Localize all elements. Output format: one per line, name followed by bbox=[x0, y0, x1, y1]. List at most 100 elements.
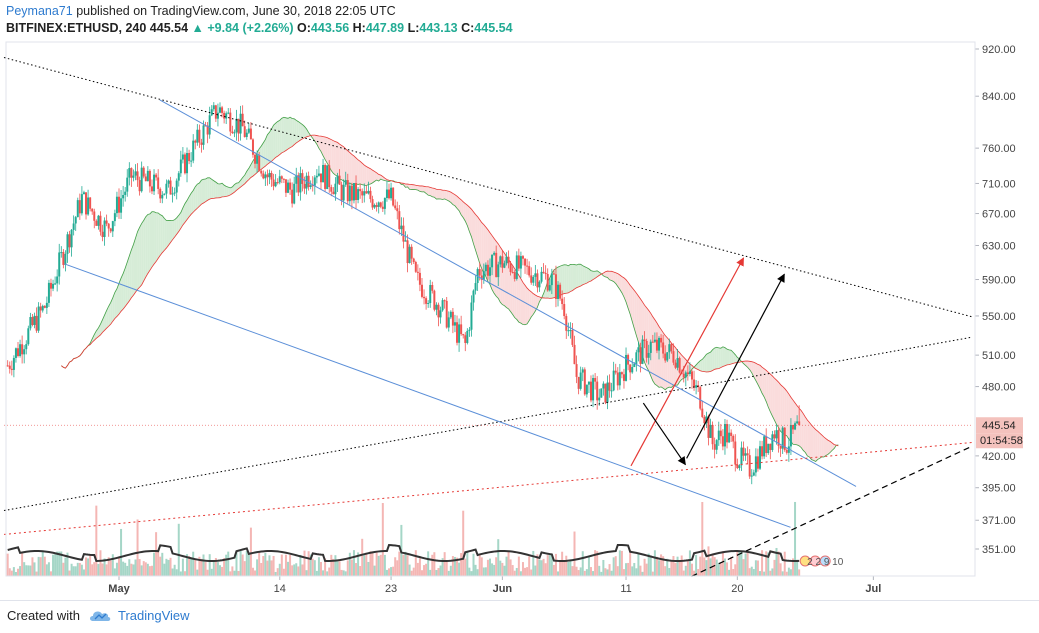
created-with-text: Created with bbox=[7, 608, 80, 623]
candle-body bbox=[83, 192, 85, 194]
candle-body bbox=[569, 330, 571, 331]
candle-body bbox=[382, 207, 384, 209]
candle-body bbox=[458, 324, 460, 342]
author-link[interactable]: Peymana71 bbox=[6, 4, 73, 18]
candle-body bbox=[580, 373, 582, 389]
cloud-segment bbox=[199, 180, 201, 206]
volume-bar bbox=[316, 571, 318, 576]
volume-bar bbox=[485, 567, 487, 576]
volume-bar bbox=[281, 555, 283, 576]
candle-body bbox=[141, 168, 143, 192]
volume-bar bbox=[159, 557, 161, 576]
price-chart[interactable]: 920.00840.00760.00710.00670.00630.00590.… bbox=[0, 40, 1039, 600]
volume-bar bbox=[712, 555, 714, 576]
cloud-segment bbox=[428, 187, 430, 196]
volume-bar bbox=[382, 503, 384, 576]
tradingview-brand-link[interactable]: TradingView bbox=[118, 608, 190, 623]
candle-body bbox=[176, 181, 178, 193]
volume-bar bbox=[182, 559, 184, 576]
volume-bar bbox=[161, 553, 163, 576]
volume-bar bbox=[85, 557, 87, 576]
volume-bar bbox=[557, 571, 559, 576]
candle-body bbox=[407, 240, 409, 263]
candle-body bbox=[489, 267, 491, 276]
volume-bar bbox=[244, 561, 246, 576]
cloud-segment bbox=[290, 117, 292, 147]
cloud-segment bbox=[156, 213, 158, 262]
volume-bar bbox=[322, 570, 324, 576]
candle-body bbox=[7, 365, 9, 366]
volume-bar bbox=[398, 552, 400, 576]
candle-body bbox=[374, 205, 376, 207]
candle-body bbox=[530, 275, 532, 282]
cloud-segment bbox=[708, 352, 710, 372]
candle-body bbox=[516, 255, 518, 279]
candle-body bbox=[172, 193, 174, 194]
volume-bar bbox=[413, 568, 415, 576]
volume-bar bbox=[203, 554, 205, 576]
candle-body bbox=[62, 252, 64, 265]
candle-body bbox=[574, 345, 576, 364]
candle-body bbox=[322, 165, 324, 182]
candle-body bbox=[475, 283, 477, 291]
cloud-segment bbox=[531, 292, 533, 317]
cloud-segment bbox=[286, 118, 288, 151]
volume-bar bbox=[320, 562, 322, 576]
candle-body bbox=[466, 331, 468, 343]
volume-bar bbox=[759, 571, 761, 576]
candle-body bbox=[745, 453, 747, 455]
cloud-segment bbox=[610, 271, 612, 280]
volume-bar bbox=[172, 568, 174, 576]
volume-bar bbox=[734, 564, 736, 576]
volume-bar bbox=[644, 559, 646, 576]
candle-body bbox=[446, 301, 448, 328]
volume-bar bbox=[330, 555, 332, 576]
candle-body bbox=[538, 282, 540, 288]
candle-body bbox=[219, 107, 221, 112]
volume-bar bbox=[343, 570, 345, 576]
candle-body bbox=[755, 456, 757, 472]
price-tick-label: 920.00 bbox=[982, 44, 1016, 56]
volume-bar bbox=[347, 560, 349, 576]
volume-bar bbox=[508, 551, 510, 576]
volume-bar bbox=[559, 560, 561, 576]
volume-bar bbox=[689, 550, 691, 576]
candle-body bbox=[104, 221, 106, 237]
price-tick-label: 670.00 bbox=[982, 209, 1016, 221]
candle-body bbox=[147, 171, 149, 181]
volume-bar bbox=[336, 561, 338, 576]
candle-body bbox=[235, 119, 237, 133]
volume-bar bbox=[254, 570, 256, 576]
candle-body bbox=[699, 387, 701, 408]
candle-body bbox=[687, 372, 689, 374]
candle-body bbox=[520, 256, 522, 268]
candle-body bbox=[576, 364, 578, 377]
candle-body bbox=[790, 425, 792, 446]
cloud-segment bbox=[568, 264, 570, 293]
volume-bar bbox=[277, 568, 279, 576]
volume-bar bbox=[530, 570, 532, 576]
candle-body bbox=[396, 208, 398, 211]
candle-body bbox=[264, 174, 266, 178]
candle-body bbox=[151, 186, 153, 191]
volume-bar bbox=[658, 560, 660, 576]
candle-body bbox=[318, 174, 320, 176]
volume-bar bbox=[685, 566, 687, 576]
cloud-segment bbox=[152, 212, 154, 267]
candle-body bbox=[629, 365, 631, 373]
volume-bar bbox=[538, 559, 540, 576]
volume-bar bbox=[50, 571, 52, 576]
volume-bar bbox=[720, 563, 722, 576]
cloud-segment bbox=[210, 178, 212, 199]
candle-body bbox=[429, 285, 431, 303]
candle-body bbox=[186, 153, 188, 173]
cloud-segment bbox=[150, 212, 152, 271]
candle-body bbox=[501, 256, 503, 267]
volume-bar bbox=[458, 563, 460, 576]
volume-bar bbox=[345, 571, 347, 576]
volume-bar bbox=[318, 557, 320, 576]
candle-body bbox=[225, 113, 227, 118]
volume-bar bbox=[773, 560, 775, 576]
volume-bars bbox=[7, 502, 800, 576]
